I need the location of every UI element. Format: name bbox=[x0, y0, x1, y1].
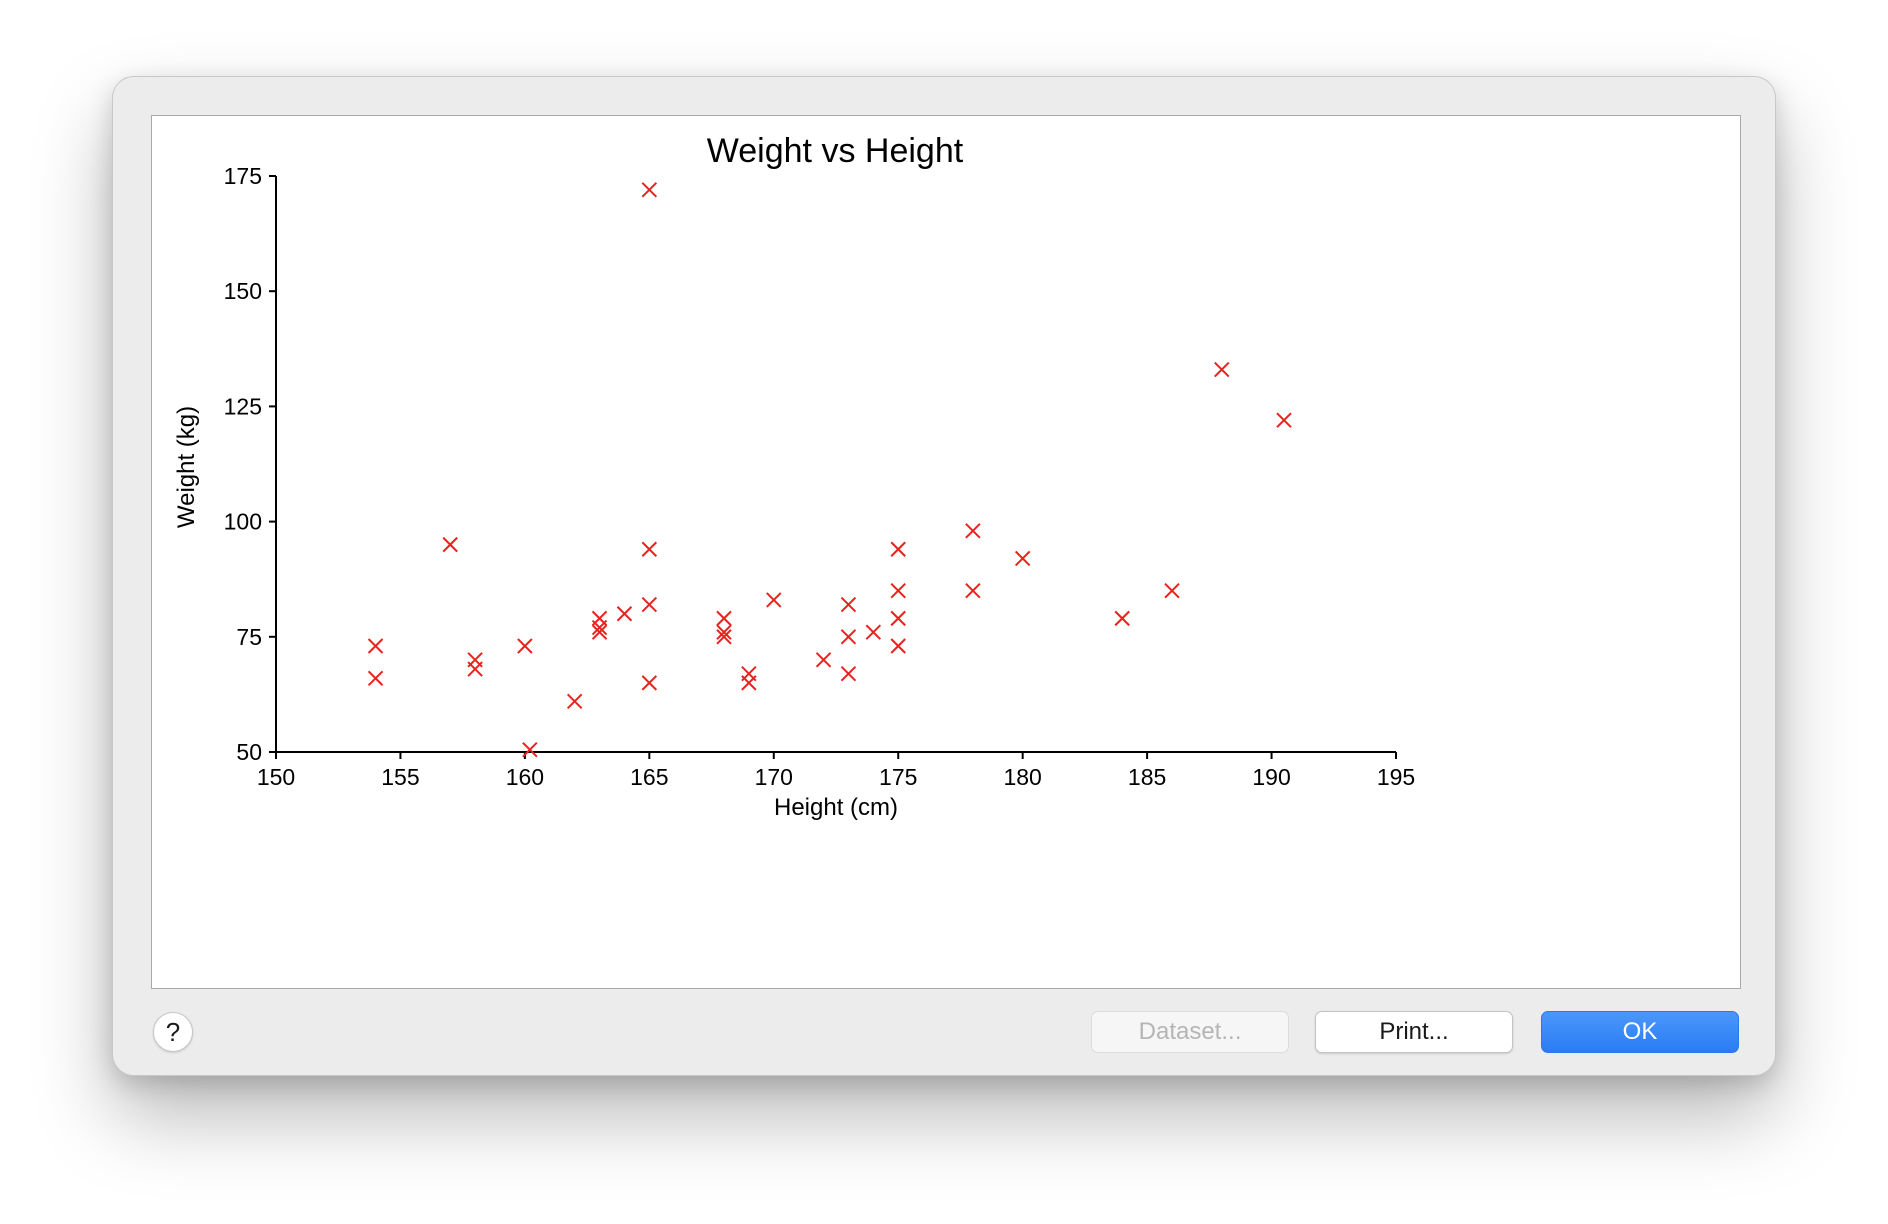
data-point bbox=[890, 610, 906, 627]
data-point bbox=[890, 638, 906, 654]
data-point bbox=[1276, 412, 1292, 428]
data-point bbox=[367, 638, 384, 654]
chart-title: Weight vs Height bbox=[707, 132, 964, 170]
scatter-chart: Weight vs Height Height (cm) Weight (kg)… bbox=[173, 132, 1416, 821]
data-point bbox=[616, 606, 633, 622]
data-point bbox=[865, 624, 882, 640]
data-point bbox=[741, 675, 757, 691]
y-axis-label: Weight (kg) bbox=[173, 406, 200, 528]
axis-ticks: 150 155 160 165 170 175 180 185 190 195 50 75 100 125… bbox=[224, 163, 1416, 790]
data-point bbox=[641, 675, 658, 691]
x-tick-label: 160 bbox=[506, 764, 544, 790]
plot-area: Weight vs Height Height (cm) Weight (kg)… bbox=[151, 115, 1741, 989]
data-point bbox=[716, 629, 732, 645]
x-tick-label: 155 bbox=[381, 764, 419, 790]
data-point bbox=[1164, 583, 1180, 599]
data-point bbox=[566, 693, 583, 710]
data-point bbox=[965, 583, 981, 599]
data-point bbox=[840, 629, 857, 645]
y-tick-label: 50 bbox=[236, 739, 262, 765]
help-button[interactable]: ? bbox=[153, 1012, 193, 1052]
y-tick-label: 75 bbox=[236, 624, 262, 650]
data-points bbox=[367, 182, 1292, 758]
data-point bbox=[442, 536, 458, 553]
x-tick-label: 165 bbox=[630, 764, 668, 790]
y-tick-label: 125 bbox=[224, 393, 262, 419]
data-point bbox=[591, 624, 608, 640]
data-point bbox=[641, 596, 658, 613]
data-point bbox=[641, 541, 658, 557]
x-tick-label: 190 bbox=[1252, 764, 1290, 790]
data-point bbox=[517, 638, 533, 654]
data-point bbox=[890, 583, 906, 599]
dataset-button[interactable]: Dataset... bbox=[1091, 1011, 1289, 1053]
data-point bbox=[1014, 550, 1031, 567]
data-point bbox=[815, 652, 832, 668]
data-point bbox=[716, 610, 732, 627]
x-tick-label: 180 bbox=[1003, 764, 1041, 790]
print-button[interactable]: Print... bbox=[1315, 1011, 1513, 1053]
data-point bbox=[766, 592, 782, 608]
data-point bbox=[716, 624, 732, 640]
data-point bbox=[965, 523, 981, 539]
x-tick-label: 170 bbox=[755, 764, 793, 790]
x-tick-label: 195 bbox=[1377, 764, 1415, 790]
ok-button[interactable]: OK bbox=[1541, 1011, 1739, 1053]
data-point bbox=[522, 741, 538, 758]
data-point bbox=[641, 182, 658, 198]
y-tick-label: 100 bbox=[224, 509, 262, 535]
x-tick-label: 175 bbox=[879, 764, 917, 790]
data-point bbox=[840, 665, 857, 682]
x-tick-label: 150 bbox=[257, 764, 295, 790]
data-point bbox=[1214, 361, 1230, 378]
data-point bbox=[1114, 610, 1130, 627]
data-point bbox=[467, 661, 483, 677]
y-tick-label: 150 bbox=[224, 278, 262, 304]
y-tick-label: 175 bbox=[224, 163, 262, 189]
chart-dialog: Weight vs Height Height (cm) Weight (kg)… bbox=[112, 76, 1776, 1076]
x-tick-label: 185 bbox=[1128, 764, 1166, 790]
data-point bbox=[591, 619, 608, 636]
data-point bbox=[840, 596, 857, 613]
data-point bbox=[890, 541, 906, 557]
data-point bbox=[367, 670, 384, 686]
x-axis-label: Height (cm) bbox=[774, 794, 898, 821]
